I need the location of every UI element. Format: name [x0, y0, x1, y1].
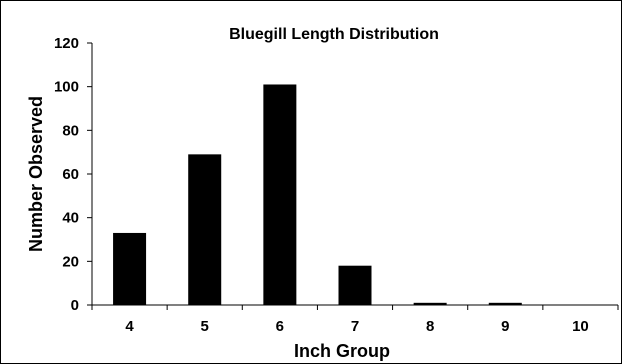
bar-7 [338, 265, 372, 305]
y-tick-label: 60 [62, 166, 79, 183]
x-axis: 4 5 6 7 8 9 10 [91, 304, 619, 335]
x-axis-label: Inch Group [294, 341, 390, 361]
y-tick-label: 80 [62, 122, 79, 139]
y-tick-label: 0 [71, 297, 79, 314]
y-tick-label: 40 [62, 210, 79, 227]
y-tick-label: 20 [62, 253, 79, 270]
y-axis-label: Number Observed [26, 96, 46, 252]
y-tick-label: 120 [54, 35, 79, 52]
bar-9 [488, 302, 522, 305]
chart-title: Bluegill Length Distribution [229, 26, 439, 43]
bar-5 [188, 154, 222, 305]
x-tick-label: 7 [351, 318, 359, 335]
x-tick-label: 8 [426, 318, 434, 335]
bar-8 [413, 302, 447, 305]
bar-6 [263, 84, 297, 305]
x-tick-label: 10 [572, 318, 589, 335]
x-tick-label: 4 [125, 318, 134, 335]
y-tick-label: 100 [54, 79, 79, 96]
bars-group [113, 84, 522, 305]
x-tick-label: 6 [276, 318, 284, 335]
x-tick-label: 5 [201, 318, 209, 335]
y-axis: 0 20 40 60 80 100 120 [54, 35, 93, 314]
x-tick-label: 9 [501, 318, 509, 335]
bar-4 [113, 232, 147, 305]
